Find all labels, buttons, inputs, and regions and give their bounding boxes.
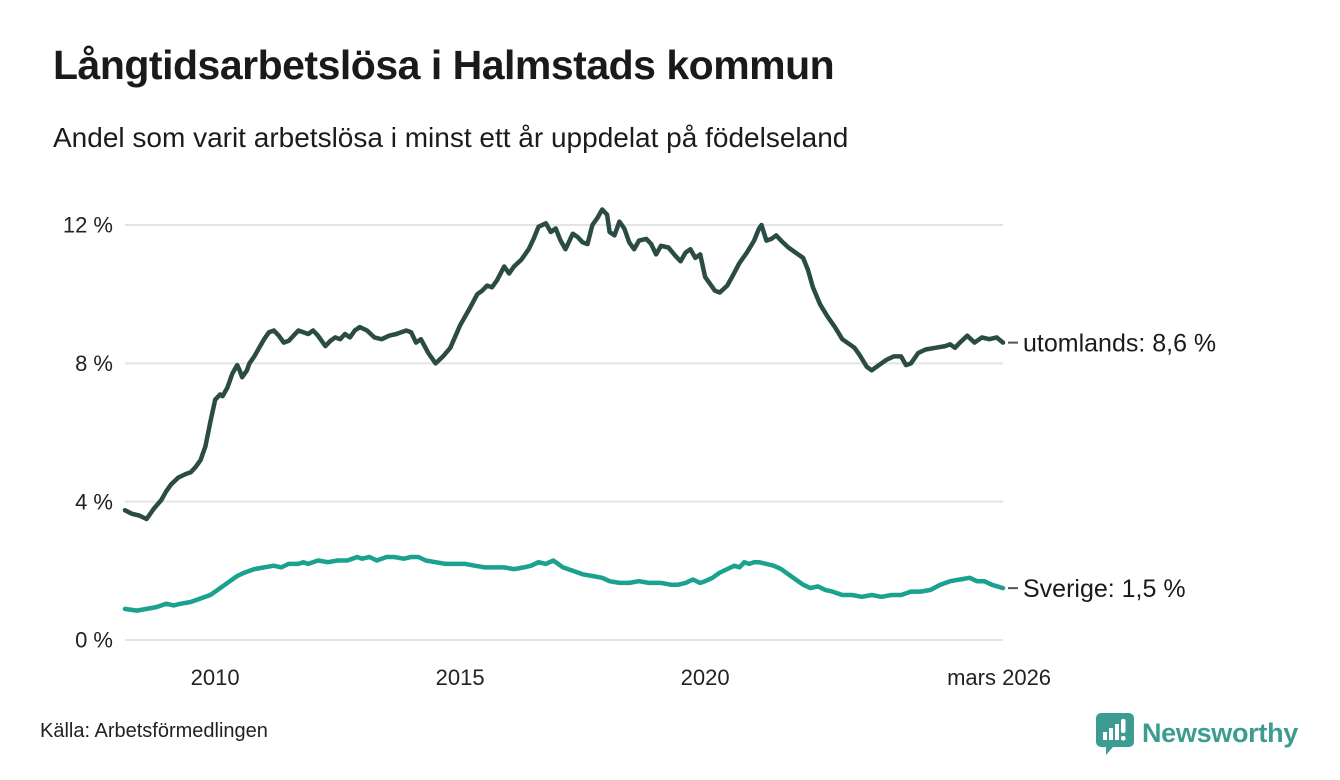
x-tick-label: 2010 bbox=[191, 665, 240, 690]
page-title: Långtidsarbetslösa i Halmstads kommun bbox=[53, 42, 835, 88]
y-tick-label: 0 % bbox=[75, 628, 113, 653]
series-label-utomlands: utomlands: 8,6 % bbox=[1023, 329, 1216, 357]
series-line-sverige bbox=[122, 554, 1006, 613]
newsworthy-bubble-chart-icon bbox=[1095, 711, 1134, 755]
newsworthy-wordmark: Newsworthy bbox=[1141, 717, 1298, 748]
x-axis-tick-labels: 2010 2015 2020 mars 2026 bbox=[191, 665, 1051, 690]
x-tick-label: 2015 bbox=[436, 665, 485, 690]
series-line-utomlands bbox=[122, 207, 1006, 522]
gridlines bbox=[125, 224, 1003, 641]
series-label-sverige: Sverige: 1,5 % bbox=[1023, 575, 1186, 603]
page-subtitle: Andel som varit arbetslösa i minst ett å… bbox=[53, 122, 849, 153]
source-note: Källa: Arbetsförmedlingen bbox=[40, 720, 268, 742]
y-axis-tick-labels: 0 % 4 % 8 % 12 % bbox=[63, 213, 113, 653]
series-end-labels: utomlands: 8,6 % Sverige: 1,5 % bbox=[1008, 329, 1216, 603]
y-tick-label: 4 % bbox=[75, 489, 113, 514]
x-tick-label: 2020 bbox=[681, 665, 730, 690]
y-tick-label: 12 % bbox=[63, 213, 113, 238]
series-lines bbox=[122, 207, 1006, 613]
x-tick-label: mars 2026 bbox=[947, 665, 1051, 690]
newsworthy-logo: Newsworthy bbox=[1095, 708, 1298, 758]
y-tick-label: 8 % bbox=[75, 351, 113, 376]
